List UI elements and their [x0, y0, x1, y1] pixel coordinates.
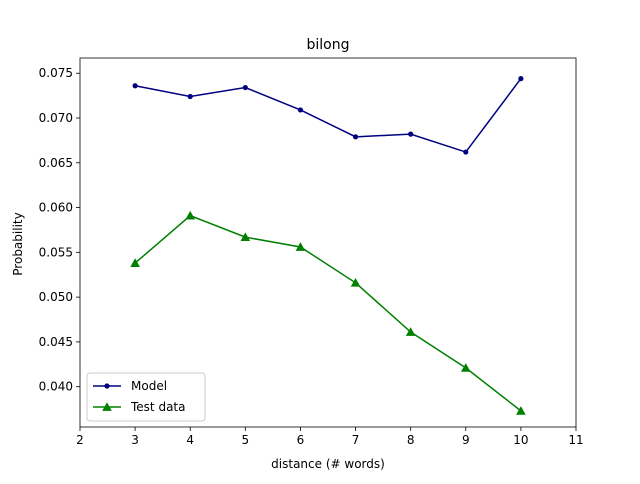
data-point — [187, 93, 193, 100]
x-tick-label: 3 — [131, 433, 139, 447]
legend-label: Model — [131, 379, 167, 393]
data-point — [132, 83, 138, 89]
data-point — [240, 232, 251, 241]
x-tick-label: 4 — [186, 433, 194, 447]
y-axis-label: Probability — [11, 212, 25, 275]
data-point — [408, 131, 414, 137]
y-tick-label: 0.055 — [39, 245, 73, 259]
data-point — [405, 327, 416, 336]
y-tick-label: 0.070 — [39, 111, 73, 125]
legend-box — [86, 372, 206, 422]
x-tick-label: 8 — [407, 433, 415, 447]
legend-label: Test data — [130, 400, 185, 414]
chart-title: bilong — [307, 37, 350, 53]
data-point — [297, 107, 304, 113]
y-tick-label: 0.065 — [39, 156, 73, 170]
x-tick-label: 5 — [242, 433, 250, 447]
data-point — [516, 406, 526, 415]
y-tick-label: 0.040 — [39, 380, 73, 394]
series-line-1 — [134, 78, 522, 153]
y-tick-label: 0.060 — [39, 201, 73, 215]
y-tick-label: 0.075 — [39, 66, 73, 80]
x-tick-label: 7 — [352, 433, 360, 447]
legend-marker — [104, 383, 110, 389]
y-tick-label: 0.050 — [39, 290, 73, 304]
legend-marker — [102, 402, 112, 411]
x-tick-label: 9 — [462, 433, 470, 447]
data-point — [352, 134, 359, 140]
x-tick-label: 11 — [568, 433, 583, 447]
plot-frame — [79, 57, 577, 428]
series-line-2 — [134, 214, 522, 412]
data-point — [518, 75, 524, 82]
data-point — [350, 278, 361, 287]
y-tick-label: 0.045 — [39, 335, 73, 349]
data-point — [295, 242, 306, 251]
data-point — [130, 258, 140, 267]
data-point — [185, 210, 196, 220]
x-axis-label: distance (# words) — [271, 457, 385, 471]
data-point — [242, 84, 248, 91]
x-tick-label: 6 — [297, 433, 305, 447]
data-point — [460, 363, 471, 372]
x-tick-label: 2 — [76, 433, 84, 447]
data-point — [463, 149, 469, 155]
plot-area: 2 3 4 5 6 7 8 9 10 11 0.040 0.045 0.050 0.055 0.060 0.0… — [39, 57, 584, 447]
x-tick-label: 10 — [513, 433, 528, 447]
